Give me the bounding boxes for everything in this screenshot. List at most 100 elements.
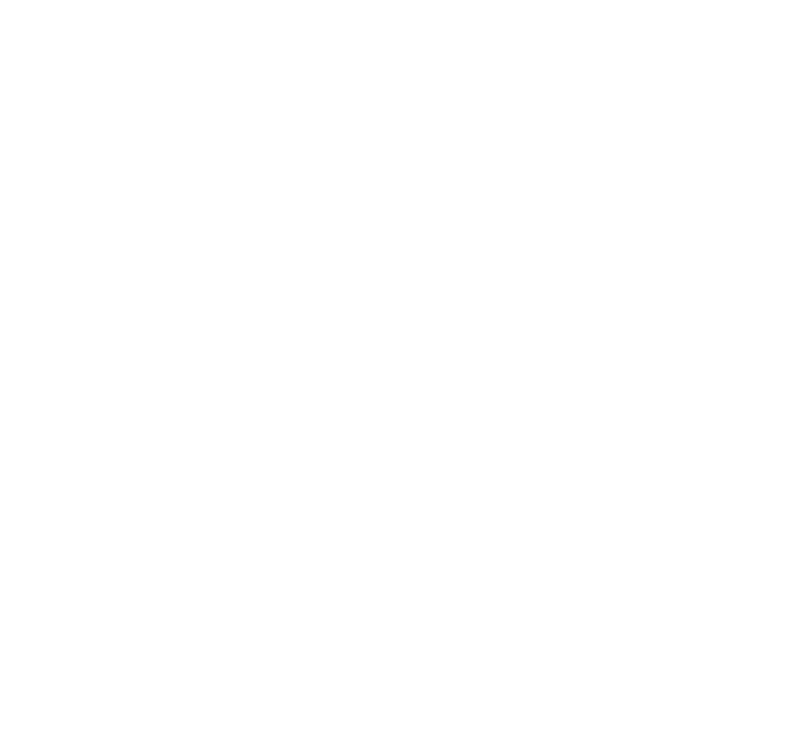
FancyBboxPatch shape bbox=[12, 161, 108, 189]
Text: Relay7: Relay7 bbox=[530, 339, 582, 354]
Text: DomBus36: DomBus36 bbox=[525, 50, 633, 68]
Circle shape bbox=[425, 431, 441, 447]
Text: On =: On = bbox=[123, 256, 146, 265]
Circle shape bbox=[759, 594, 777, 612]
Circle shape bbox=[18, 213, 28, 223]
Text: ✱: ✱ bbox=[332, 82, 342, 96]
FancyBboxPatch shape bbox=[7, 28, 169, 52]
Circle shape bbox=[737, 166, 755, 184]
FancyBboxPatch shape bbox=[217, 546, 283, 574]
Text: Relay9: Relay9 bbox=[530, 426, 582, 441]
Text: Creasol DomBus36: Creasol DomBus36 bbox=[239, 241, 401, 256]
Text: On => 32 (1 second pulse): On => 32 (1 second pulse) bbox=[141, 171, 264, 180]
FancyBboxPatch shape bbox=[12, 377, 108, 405]
Circle shape bbox=[326, 434, 336, 444]
Circle shape bbox=[18, 429, 28, 439]
Text: Relay2: Relay2 bbox=[530, 124, 582, 139]
Circle shape bbox=[428, 224, 438, 234]
Text: RL2: RL2 bbox=[296, 127, 318, 137]
Text: ✱: ✱ bbox=[332, 126, 342, 139]
Text: On =: On = bbox=[123, 213, 146, 222]
FancyBboxPatch shape bbox=[508, 34, 797, 663]
Circle shape bbox=[357, 221, 373, 237]
Text: Relay3: Relay3 bbox=[43, 170, 82, 180]
Text: Box:ABS Label:PVC: Box:ABS Label:PVC bbox=[375, 309, 447, 318]
FancyBboxPatch shape bbox=[12, 118, 108, 146]
Circle shape bbox=[428, 434, 438, 444]
Text: Block 3 - 5A max: Block 3 - 5A max bbox=[466, 240, 544, 249]
Circle shape bbox=[323, 221, 339, 237]
FancyBboxPatch shape bbox=[117, 589, 213, 617]
Text: Relay8: Relay8 bbox=[530, 383, 582, 398]
Circle shape bbox=[190, 434, 200, 444]
Circle shape bbox=[18, 299, 28, 309]
Text: f: f bbox=[128, 555, 132, 565]
FancyBboxPatch shape bbox=[117, 204, 168, 232]
Text: Relay4: Relay4 bbox=[43, 213, 83, 223]
FancyBboxPatch shape bbox=[282, 75, 348, 103]
FancyBboxPatch shape bbox=[117, 333, 168, 361]
Text: On =: On = bbox=[123, 300, 146, 309]
Circle shape bbox=[287, 102, 293, 108]
Text: Relay10: Relay10 bbox=[40, 512, 86, 522]
Circle shape bbox=[391, 431, 407, 447]
FancyBboxPatch shape bbox=[179, 423, 461, 455]
Text: active: active bbox=[234, 529, 260, 538]
FancyBboxPatch shape bbox=[217, 589, 283, 617]
Text: ✱: ✱ bbox=[266, 554, 278, 566]
Circle shape bbox=[18, 256, 28, 266]
Text: active: active bbox=[234, 614, 260, 623]
Text: on: on bbox=[27, 100, 38, 109]
Circle shape bbox=[287, 188, 293, 194]
Text: □ Modbus protocol: □ Modbus protocol bbox=[190, 308, 263, 317]
Circle shape bbox=[394, 224, 404, 234]
Circle shape bbox=[18, 127, 28, 137]
Circle shape bbox=[326, 224, 336, 234]
Text: f: f bbox=[128, 84, 132, 94]
Text: ⌁: ⌁ bbox=[403, 570, 426, 608]
FancyBboxPatch shape bbox=[12, 75, 108, 103]
Circle shape bbox=[737, 508, 755, 526]
Circle shape bbox=[357, 431, 373, 447]
Text: on: on bbox=[27, 614, 38, 623]
Text: RL10: RL10 bbox=[227, 512, 257, 522]
Text: Relay4: Relay4 bbox=[530, 210, 582, 225]
FancyBboxPatch shape bbox=[282, 118, 348, 146]
Circle shape bbox=[189, 285, 217, 313]
Circle shape bbox=[255, 431, 271, 447]
Text: Relay12: Relay12 bbox=[40, 598, 86, 608]
Text: active: active bbox=[299, 144, 325, 153]
Text: RL1: RL1 bbox=[296, 84, 318, 94]
Text: On =: On = bbox=[123, 429, 146, 438]
Text: Relay8: Relay8 bbox=[43, 386, 82, 396]
FancyBboxPatch shape bbox=[12, 204, 108, 232]
Circle shape bbox=[222, 530, 228, 536]
Circle shape bbox=[759, 80, 777, 98]
Text: CE: CE bbox=[356, 305, 384, 324]
Circle shape bbox=[737, 382, 755, 400]
Circle shape bbox=[18, 84, 28, 94]
Text: f: f bbox=[128, 598, 132, 608]
FancyBboxPatch shape bbox=[735, 381, 779, 401]
FancyBboxPatch shape bbox=[150, 184, 490, 464]
FancyBboxPatch shape bbox=[735, 122, 779, 142]
FancyBboxPatch shape bbox=[735, 251, 779, 271]
Circle shape bbox=[222, 616, 228, 622]
Circle shape bbox=[18, 512, 28, 522]
Circle shape bbox=[425, 221, 441, 237]
Circle shape bbox=[289, 221, 305, 237]
Text: RL12: RL12 bbox=[227, 598, 257, 608]
Circle shape bbox=[737, 209, 755, 227]
Circle shape bbox=[190, 224, 200, 234]
FancyBboxPatch shape bbox=[179, 213, 461, 245]
Circle shape bbox=[737, 425, 755, 443]
FancyBboxPatch shape bbox=[117, 503, 213, 531]
Text: On => 1: On => 1 bbox=[150, 556, 190, 565]
FancyBboxPatch shape bbox=[12, 290, 108, 318]
Text: Relay5: Relay5 bbox=[43, 256, 82, 266]
Text: Block 2 - 5A max: Block 2 - 5A max bbox=[346, 336, 424, 345]
Text: DomBus36 - 12 relays: DomBus36 - 12 relays bbox=[30, 35, 146, 45]
Text: f: f bbox=[128, 127, 132, 137]
Text: active: active bbox=[299, 100, 325, 109]
FancyBboxPatch shape bbox=[12, 546, 108, 574]
